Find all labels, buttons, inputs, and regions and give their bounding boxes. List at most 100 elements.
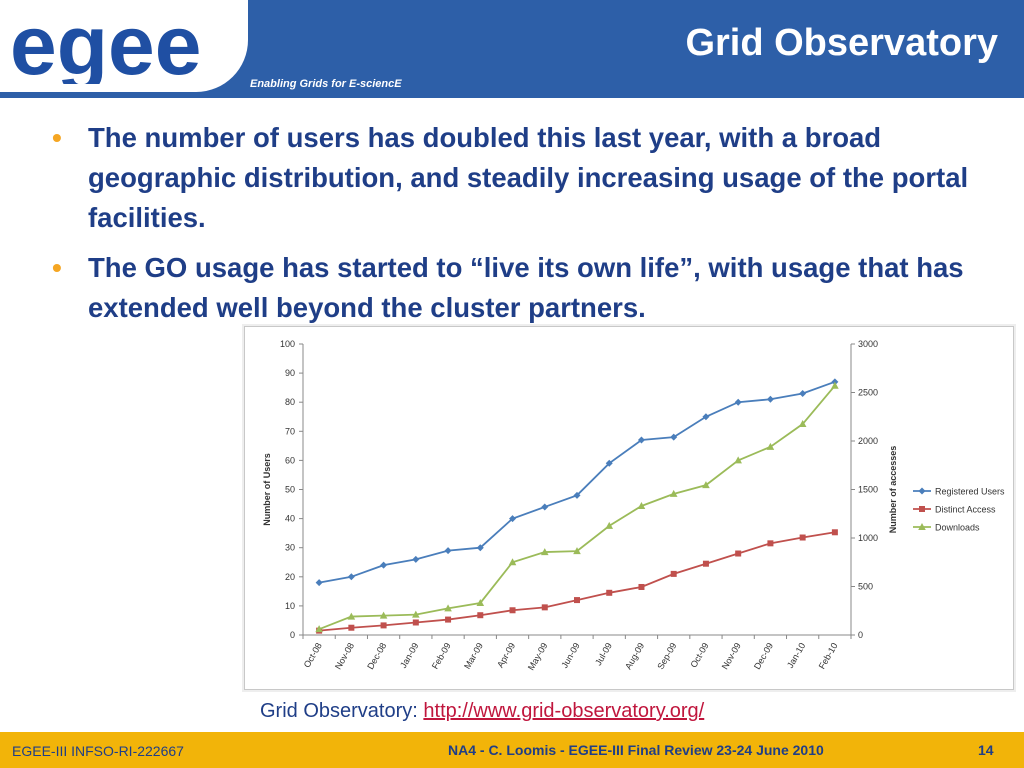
slide-header: egee Enabling Grids for E-sciencE Grid O…	[0, 0, 1024, 98]
x-tick-label: Jul-09	[593, 641, 614, 667]
data-point-registered-users	[573, 491, 581, 499]
x-tick-label: Jan-10	[785, 641, 807, 670]
y2-tick-label: 2000	[858, 436, 878, 446]
y-tick-label: 50	[285, 485, 295, 495]
data-point-distinct-access	[509, 607, 516, 614]
y-tick-label: 20	[285, 572, 295, 582]
bullet-item: • The GO usage has started to “live its …	[48, 248, 978, 328]
data-point-distinct-access	[574, 597, 580, 604]
data-point-distinct-access	[799, 534, 806, 541]
y2-axis-title: Number of accesses	[888, 446, 898, 534]
y-axis-title: Number of Users	[262, 453, 272, 526]
footer-project-id: EGEE-III INFSO-RI-222667	[12, 743, 184, 759]
bullet-text: The GO usage has started to “live its ow…	[88, 252, 964, 323]
x-tick-label: Dec-08	[365, 641, 388, 671]
y-tick-label: 0	[290, 630, 295, 640]
data-point-registered-users	[412, 555, 420, 563]
data-point-registered-users	[541, 503, 549, 511]
data-point-downloads	[831, 381, 839, 389]
data-point-distinct-access	[380, 622, 387, 629]
data-point-distinct-access	[541, 604, 548, 611]
data-point-downloads	[444, 604, 452, 612]
data-point-downloads	[766, 442, 775, 450]
data-point-downloads	[669, 489, 678, 497]
data-point-distinct-access	[702, 560, 709, 567]
data-point-registered-users	[509, 515, 517, 523]
data-point-distinct-access	[348, 624, 355, 631]
x-tick-label: Jun-09	[559, 641, 581, 670]
footer-review-info: NA4 - C. Loomis - EGEE-III Final Review …	[448, 742, 824, 758]
data-point-registered-users	[380, 561, 388, 569]
data-point-registered-users	[347, 573, 355, 581]
data-point-distinct-access	[735, 550, 742, 557]
y-tick-label: 100	[280, 339, 295, 349]
x-tick-label: Oct-08	[302, 641, 324, 669]
legend-marker-downloads	[918, 523, 926, 530]
x-tick-label: Feb-10	[817, 641, 840, 671]
x-tick-label: Nov-09	[720, 641, 743, 671]
page-number: 14	[978, 742, 994, 758]
data-point-registered-users	[734, 398, 742, 406]
chart-frame: 0 10 20 30 40 50 60 70 80 90 100 0 500 1000 1500 2000 25…	[244, 326, 1014, 690]
y-tick-label: 70	[285, 426, 295, 436]
data-point-registered-users	[605, 459, 613, 467]
bullet-marker: •	[52, 252, 62, 283]
y2-tick-label: 0	[858, 630, 863, 640]
x-tick-label: Apr-09	[495, 641, 517, 669]
y-tick-label: 10	[285, 601, 295, 611]
data-point-distinct-access	[412, 619, 419, 626]
data-point-distinct-access	[767, 540, 774, 547]
data-point-distinct-access	[670, 570, 677, 577]
y-tick-label: 80	[285, 397, 295, 407]
data-point-distinct-access	[477, 612, 484, 619]
y2-tick-label: 500	[858, 582, 873, 592]
legend-entry: Downloads	[935, 523, 980, 533]
legend-marker-distinct-access	[919, 506, 925, 512]
x-tick-label: Mar-09	[462, 641, 485, 671]
x-tick-label: Oct-09	[689, 641, 711, 669]
legend-marker-registered-users	[918, 487, 926, 495]
data-point-downloads	[315, 625, 323, 633]
x-tick-label: Nov-08	[333, 641, 356, 671]
y-tick-label: 60	[285, 455, 295, 465]
x-tick-label: Sep-09	[655, 641, 678, 671]
series-line-downloads	[318, 385, 836, 631]
data-point-downloads	[702, 481, 710, 489]
bullet-marker: •	[52, 122, 62, 153]
logo-panel: egee	[0, 0, 248, 92]
x-tick-label: Aug-09	[623, 641, 646, 671]
data-point-downloads	[798, 420, 807, 428]
legend-entry: Distinct Access	[935, 505, 996, 515]
data-point-registered-users	[444, 547, 452, 555]
data-point-downloads	[508, 558, 517, 566]
data-point-downloads	[637, 501, 646, 509]
slide-title: Grid Observatory	[685, 22, 998, 64]
data-point-distinct-access	[445, 616, 452, 623]
caption: Grid Observatory: http://www.grid-observ…	[260, 700, 704, 723]
data-point-downloads	[734, 456, 742, 464]
data-point-downloads	[412, 610, 420, 618]
legend-entry: Registered Users	[935, 487, 1005, 497]
data-point-downloads	[347, 612, 356, 620]
data-point-downloads	[540, 548, 549, 556]
data-point-distinct-access	[606, 589, 613, 596]
data-point-distinct-access	[638, 583, 645, 590]
y-tick-label: 40	[285, 514, 295, 524]
y-tick-label: 90	[285, 368, 295, 378]
data-point-registered-users	[702, 413, 710, 421]
bullet-item: • The number of users has doubled this l…	[48, 118, 978, 238]
data-point-registered-users	[476, 544, 484, 552]
x-tick-label: Feb-09	[430, 641, 453, 671]
logo-wordmark: egee	[10, 8, 201, 84]
data-point-registered-users	[637, 436, 645, 444]
caption-label: Grid Observatory:	[260, 700, 424, 722]
data-point-downloads	[476, 598, 485, 606]
grid-observatory-link[interactable]: http://www.grid-observatory.org/	[423, 700, 705, 722]
tagline: Enabling Grids for E-sciencE	[250, 78, 402, 90]
y2-tick-label: 1500	[858, 485, 878, 495]
usage-line-chart: 0102030405060708090100050010001500200025…	[262, 339, 1005, 672]
y-tick-label: 30	[285, 543, 295, 553]
data-point-downloads	[573, 547, 581, 555]
x-tick-label: Jan-09	[398, 641, 420, 670]
x-tick-label: May-09	[526, 641, 550, 672]
